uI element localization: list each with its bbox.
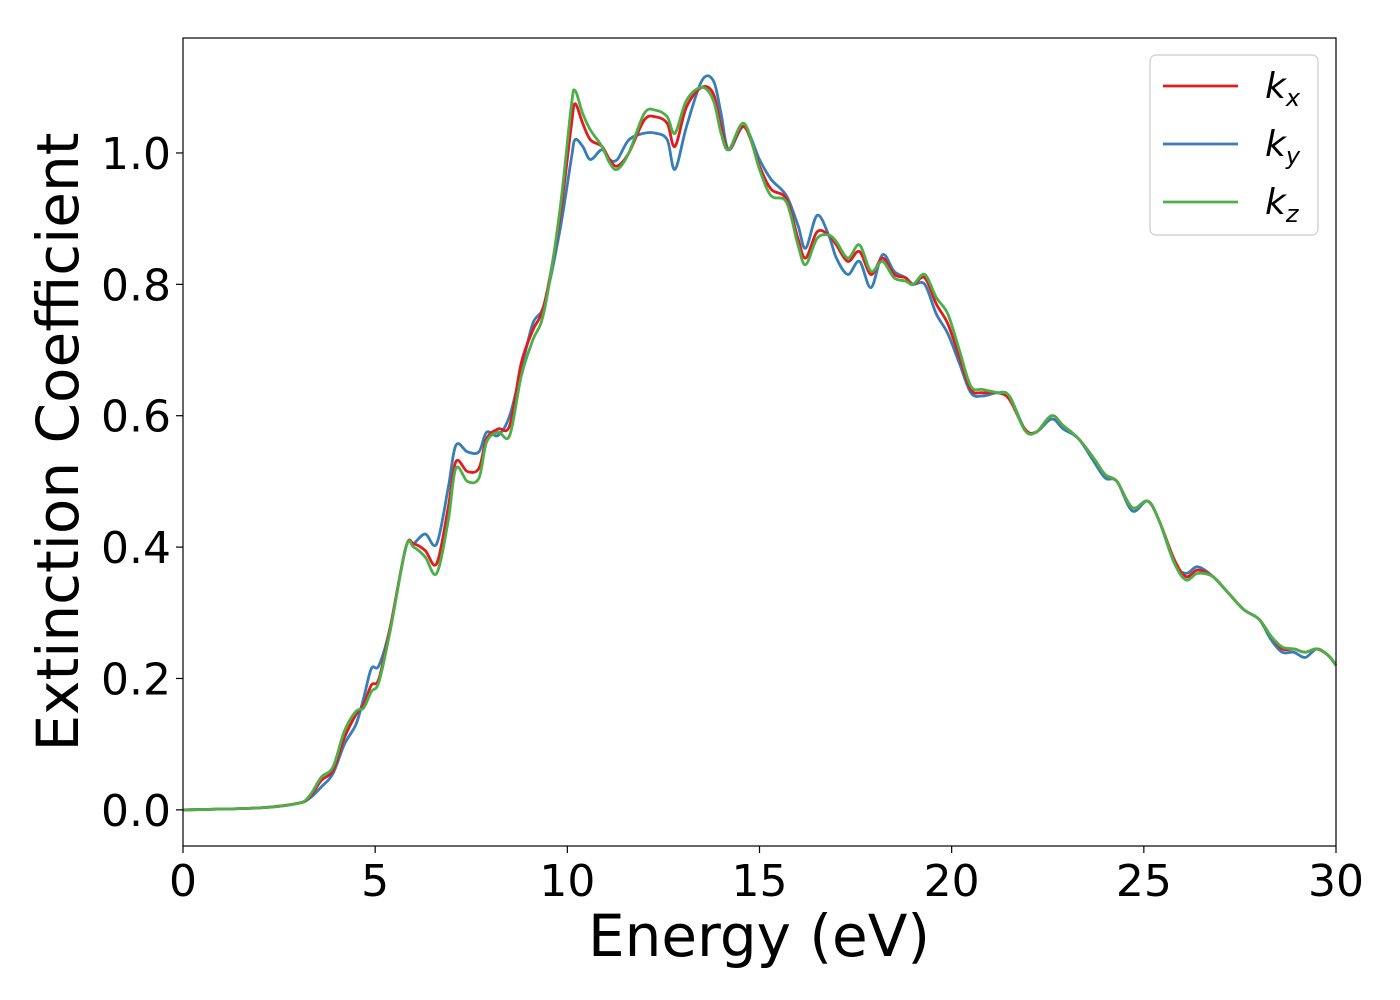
x-axis: 0 5 10 15 20 25 30 (169, 846, 1364, 907)
x-tick-label: 25 (1116, 856, 1172, 907)
legend-label-kz: kz (1265, 182, 1300, 228)
legend-label-ky: ky (1265, 124, 1301, 170)
y-tick-label: 0.2 (101, 654, 171, 705)
x-tick-label: 0 (169, 856, 197, 907)
x-axis-title: Energy (eV) (588, 902, 930, 970)
plot-area (182, 37, 1338, 847)
x-tick-label: 5 (361, 856, 389, 907)
x-tick-label: 20 (924, 856, 980, 907)
x-tick-label: 30 (1308, 856, 1364, 907)
y-axis: 0.0 0.2 0.4 0.6 0.8 1.0 (101, 129, 183, 837)
y-tick-label: 0.6 (101, 392, 171, 443)
y-tick-label: 0.4 (101, 523, 171, 574)
y-tick-label: 0.8 (101, 260, 171, 311)
y-tick-label: 0.0 (101, 786, 171, 837)
legend-label-kx: kx (1265, 66, 1301, 112)
legend: kx ky kz (1149, 54, 1319, 236)
x-tick-label: 15 (732, 856, 788, 907)
y-tick-label: 1.0 (101, 129, 171, 180)
x-tick-label: 10 (539, 856, 595, 907)
series-line-kz (182, 85, 1338, 812)
series-layer (182, 74, 1338, 812)
y-axis-title: Extinction Coefficient (24, 133, 92, 752)
